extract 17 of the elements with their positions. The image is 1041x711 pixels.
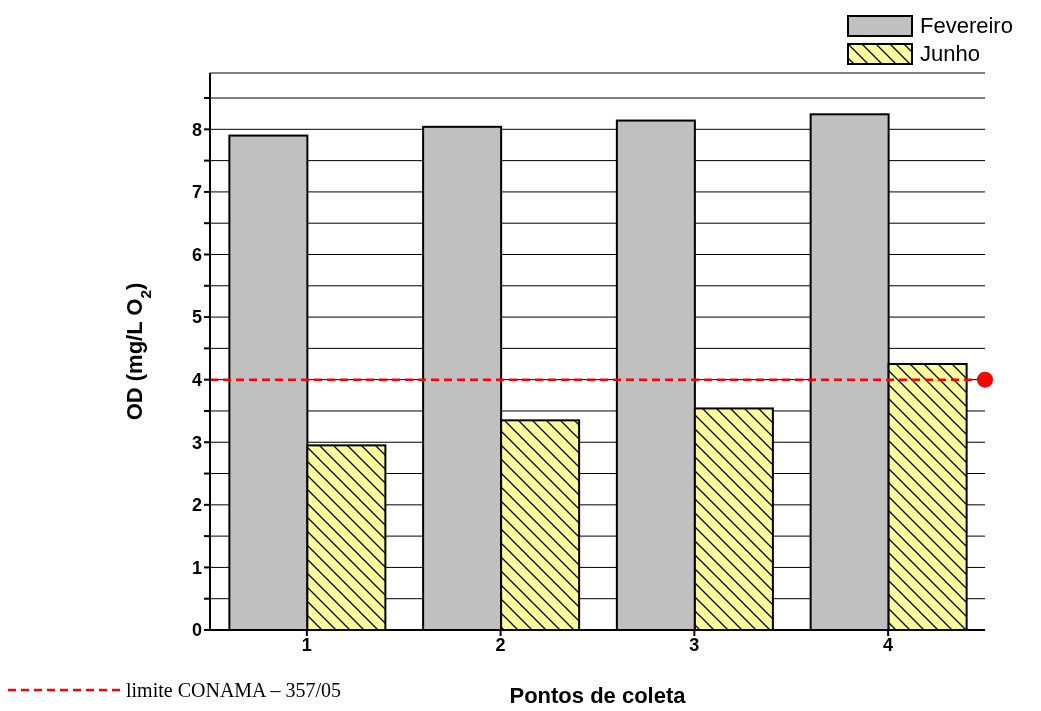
y-tick-label: 6 xyxy=(191,244,202,265)
x-axis-title: Pontos de coleta xyxy=(509,683,687,708)
y-tick-label: 5 xyxy=(191,307,202,328)
y-tick-label: 4 xyxy=(191,370,202,391)
y-tick-label: 0 xyxy=(191,620,202,641)
y-tick-label: 8 xyxy=(191,119,202,140)
text: limite CONAMA – 357/05 xyxy=(126,679,342,701)
y-tick-label: 3 xyxy=(191,432,202,453)
x-tick-label: 3 xyxy=(689,634,700,655)
x-tick-label: 1 xyxy=(301,634,312,655)
x-tick-label: 2 xyxy=(495,634,506,655)
legend-label: Fevereiro xyxy=(920,13,1013,39)
y-tick-label: 1 xyxy=(191,557,202,578)
x-tick-label: 4 xyxy=(883,634,894,655)
y-tick-label: 2 xyxy=(191,495,202,516)
legend-label: Junho xyxy=(920,41,980,67)
y-tick-label: 7 xyxy=(191,182,202,203)
